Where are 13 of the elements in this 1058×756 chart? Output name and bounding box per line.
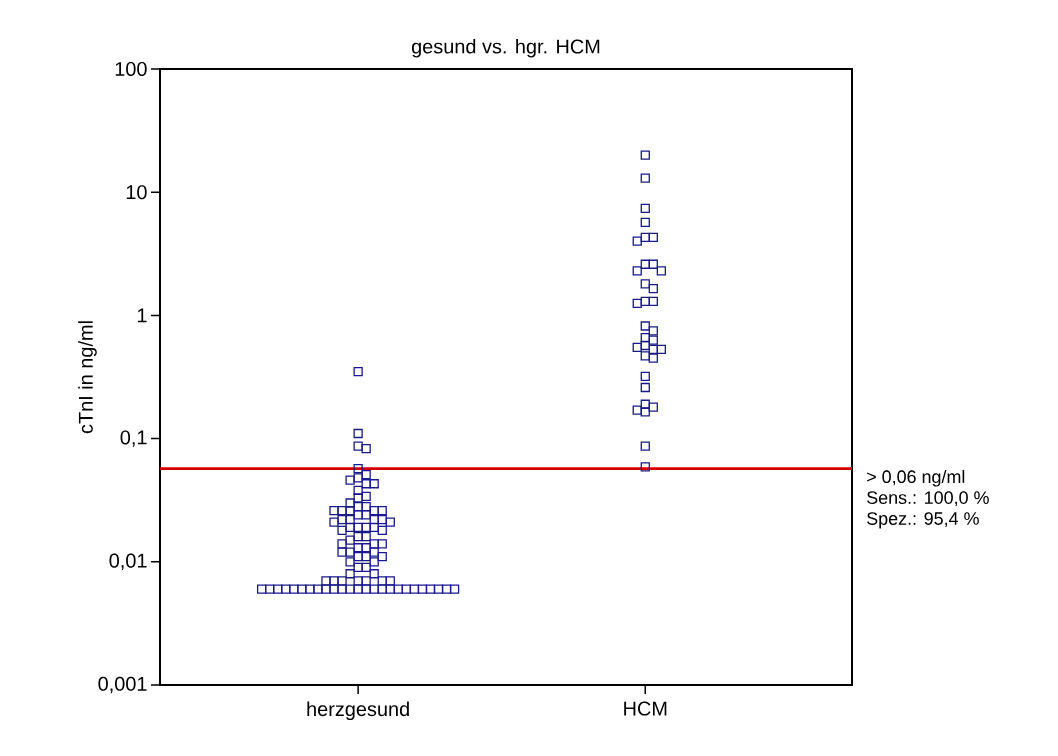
y-tick-label: 100 xyxy=(115,61,147,77)
y-tick-label: 0,01 xyxy=(109,553,147,571)
y-tick-label: 1 xyxy=(137,308,147,323)
y-tick-label: 0,001 xyxy=(98,676,147,694)
text: Spez.: 95,4 % xyxy=(867,512,979,529)
y-axis-title: cTnI in ng/ml xyxy=(78,321,97,434)
chart-title: gesund vs. hgr. HCM xyxy=(411,38,600,58)
text: Sens.: 100,0 % xyxy=(867,491,989,507)
ref-line-label: > 0,06 ng/ml xyxy=(867,469,965,487)
x-tick-label: HCM xyxy=(624,701,667,716)
x-tick-label: herzgesund xyxy=(307,701,409,721)
y-tick-label: 0,1 xyxy=(120,430,147,447)
y-tick-label: 10 xyxy=(126,185,147,200)
